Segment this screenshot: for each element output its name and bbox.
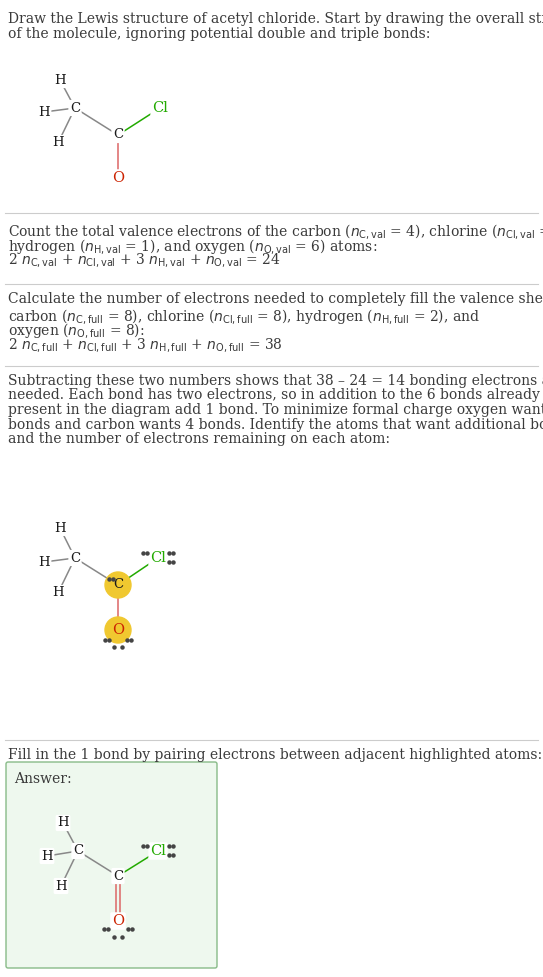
- Text: C: C: [70, 551, 80, 565]
- Circle shape: [105, 617, 131, 643]
- Text: oxygen ($n_{\rm O,full}$ = 8):: oxygen ($n_{\rm O,full}$ = 8):: [8, 321, 144, 340]
- Text: O: O: [112, 171, 124, 185]
- Text: Subtracting these two numbers shows that 38 – 24 = 14 bonding electrons are: Subtracting these two numbers shows that…: [8, 374, 543, 388]
- Text: O: O: [112, 914, 124, 928]
- Text: C: C: [73, 844, 83, 858]
- Text: H: H: [57, 817, 69, 829]
- Text: 2 $n_{\rm C,val}$ + $n_{\rm Cl,val}$ + 3 $n_{\rm H,val}$ + $n_{\rm O,val}$ = 24: 2 $n_{\rm C,val}$ + $n_{\rm Cl,val}$ + 3…: [8, 251, 281, 269]
- Circle shape: [105, 572, 131, 598]
- Text: Cl: Cl: [150, 844, 166, 858]
- Text: C: C: [70, 102, 80, 114]
- Text: Answer:: Answer:: [14, 772, 72, 786]
- Text: C: C: [113, 578, 123, 591]
- FancyBboxPatch shape: [6, 762, 217, 968]
- Text: H: H: [38, 106, 50, 118]
- Text: and the number of electrons remaining on each atom:: and the number of electrons remaining on…: [8, 432, 390, 446]
- Text: bonds and carbon wants 4 bonds. Identify the atoms that want additional bonds: bonds and carbon wants 4 bonds. Identify…: [8, 417, 543, 432]
- Text: O: O: [112, 623, 124, 637]
- Text: H: H: [54, 522, 66, 534]
- Text: Count the total valence electrons of the carbon ($n_{\rm C,val}$ = 4), chlorine : Count the total valence electrons of the…: [8, 222, 543, 241]
- Text: Draw the Lewis structure of acetyl chloride. Start by drawing the overall struct: Draw the Lewis structure of acetyl chlor…: [8, 12, 543, 26]
- Text: C: C: [113, 129, 123, 142]
- Text: Cl: Cl: [152, 101, 168, 115]
- Text: present in the diagram add 1 bond. To minimize formal charge oxygen wants 2: present in the diagram add 1 bond. To mi…: [8, 403, 543, 417]
- Text: H: H: [55, 879, 67, 893]
- Text: Cl: Cl: [150, 551, 166, 565]
- Text: H: H: [38, 556, 50, 569]
- Text: Fill in the 1 bond by pairing electrons between adjacent highlighted atoms:: Fill in the 1 bond by pairing electrons …: [8, 748, 542, 762]
- Text: 2 $n_{\rm C,full}$ + $n_{\rm Cl,full}$ + 3 $n_{\rm H,full}$ + $n_{\rm O,full}$ =: 2 $n_{\rm C,full}$ + $n_{\rm Cl,full}$ +…: [8, 335, 282, 354]
- Text: C: C: [113, 870, 123, 882]
- Text: hydrogen ($n_{\rm H,val}$ = 1), and oxygen ($n_{\rm O,val}$ = 6) atoms:: hydrogen ($n_{\rm H,val}$ = 1), and oxyg…: [8, 236, 377, 256]
- Text: H: H: [52, 137, 64, 149]
- Text: carbon ($n_{\rm C,full}$ = 8), chlorine ($n_{\rm Cl,full}$ = 8), hydrogen ($n_{\: carbon ($n_{\rm C,full}$ = 8), chlorine …: [8, 307, 480, 325]
- Text: Calculate the number of electrons needed to completely fill the valence shells f: Calculate the number of electrons needed…: [8, 292, 543, 306]
- Text: H: H: [52, 586, 64, 600]
- Text: of the molecule, ignoring potential double and triple bonds:: of the molecule, ignoring potential doub…: [8, 27, 431, 41]
- Text: needed. Each bond has two electrons, so in addition to the 6 bonds already: needed. Each bond has two electrons, so …: [8, 389, 540, 403]
- Text: H: H: [41, 849, 53, 863]
- Text: H: H: [54, 73, 66, 87]
